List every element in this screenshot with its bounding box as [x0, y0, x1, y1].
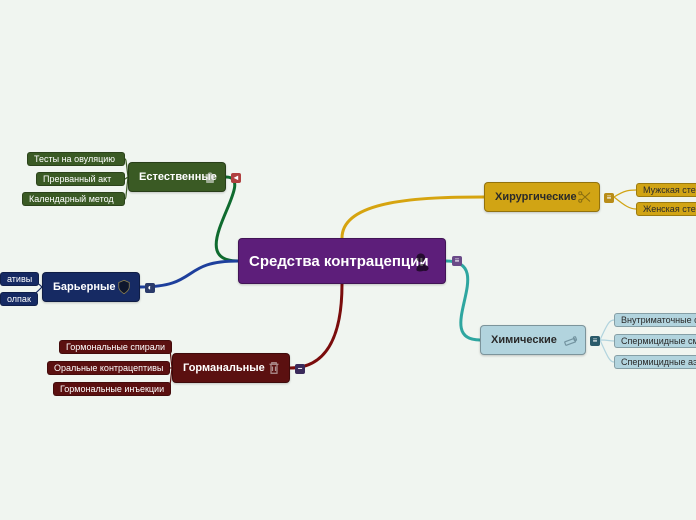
leaf-hormonal-2[interactable]: Гормональные инъекции [53, 382, 171, 396]
leaf-barrier-1[interactable]: олпак [0, 292, 38, 306]
leaf-natural-1[interactable]: Прерванный акт [36, 172, 125, 186]
leaf-natural-2[interactable]: Календарный метод [22, 192, 125, 206]
branch-surgical[interactable]: Хирургические [484, 182, 600, 212]
branch-chemical[interactable]: Химические [480, 325, 586, 355]
shield-icon [113, 276, 135, 298]
leaf-hormonal-1[interactable]: Оральные контрацептивы [47, 361, 170, 375]
surgical-toggle[interactable]: ≡ [604, 193, 614, 203]
branch-natural[interactable]: Естественные [128, 162, 226, 192]
chemical-toggle[interactable]: ≡ [590, 336, 600, 346]
branch-barrier[interactable]: Барьерные [42, 272, 140, 302]
mindmap-canvas: Средства контрацепции ≡ Естественные ◂ Б… [0, 0, 696, 520]
branch-surgical-label: Хирургические [495, 191, 577, 203]
baby-icon [409, 246, 439, 276]
natural-toggle[interactable]: ◂ [231, 173, 241, 183]
leaf-chemical-1[interactable]: Спермицидные смаз [614, 334, 696, 348]
hormonal-toggle[interactable]: − [295, 364, 305, 374]
leaf-chemical-0[interactable]: Внутриматочные спи [614, 313, 696, 327]
center-toggle[interactable]: ≡ [452, 256, 462, 266]
branch-chemical-label: Химические [491, 334, 557, 346]
leaf-surgical-1[interactable]: Женская стери [636, 202, 696, 216]
trash-icon [263, 357, 285, 379]
barrier-toggle[interactable]: ◐ [145, 283, 155, 293]
center-label: Средства контрацепции [249, 253, 429, 270]
leaf-surgical-0[interactable]: Мужская стери [636, 183, 696, 197]
branch-barrier-label: Барьерные [53, 281, 116, 293]
leaf-barrier-0[interactable]: ативы [0, 272, 39, 286]
leaf-natural-0[interactable]: Тесты на овуляцию [27, 152, 125, 166]
tube-icon [559, 329, 581, 351]
leaf-chemical-2[interactable]: Спермицидные аэро [614, 355, 696, 369]
branch-hormonal[interactable]: Горманальные [172, 353, 290, 383]
center-node[interactable]: Средства контрацепции [238, 238, 446, 284]
bag-icon [199, 166, 221, 188]
scissors-icon [573, 186, 595, 208]
leaf-hormonal-0[interactable]: Гормональные спирали [59, 340, 172, 354]
branch-hormonal-label: Горманальные [183, 362, 265, 374]
